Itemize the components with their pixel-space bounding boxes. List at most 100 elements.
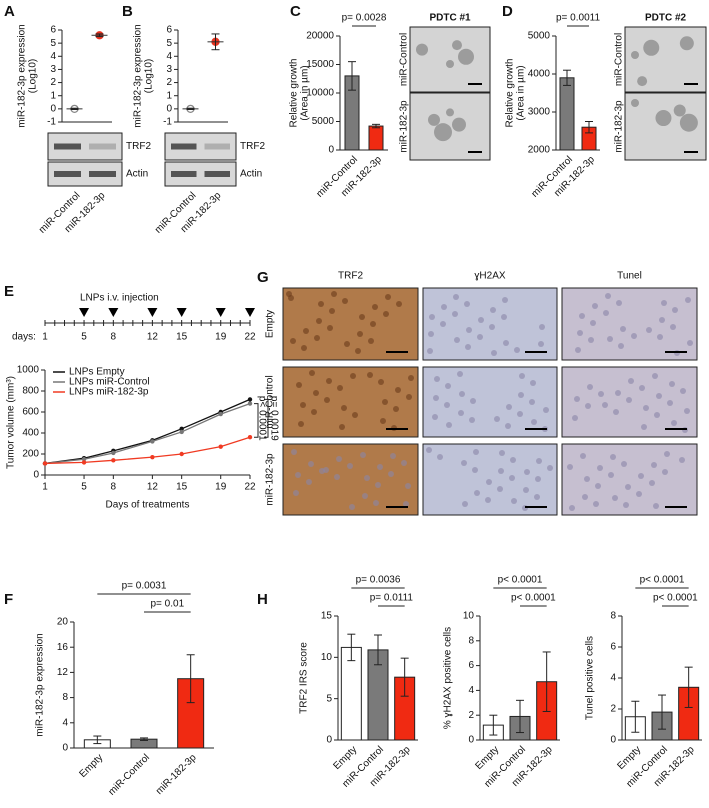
blot-band	[54, 143, 81, 150]
nucleus	[359, 314, 365, 320]
y-axis-label: Relative growth	[505, 59, 516, 128]
nucleus	[608, 472, 614, 478]
bar	[340, 646, 362, 741]
nucleus	[517, 411, 523, 417]
nucleus	[572, 415, 578, 421]
nucleus	[531, 419, 537, 425]
cell-cluster	[416, 43, 428, 56]
nucleus	[628, 378, 634, 384]
y-axis-label: % ɣH2AX positive cells	[443, 627, 454, 729]
p-value: p< 0.0001	[640, 575, 685, 586]
x-axis-label: Days of treatments	[106, 500, 190, 511]
nucleus	[605, 293, 611, 299]
nucleus	[575, 347, 581, 353]
column-label: ɣH2AX	[474, 271, 505, 282]
nucleus	[347, 463, 353, 469]
nucleus	[446, 422, 452, 428]
timeline-tick-label: 15	[176, 332, 188, 343]
nucleus	[580, 453, 586, 459]
y-tick-label: 0	[610, 735, 616, 746]
nucleus	[595, 483, 601, 489]
x-tick-label: 15	[176, 482, 188, 493]
y-tick-label: 15	[321, 611, 333, 622]
ihc-image	[422, 443, 558, 516]
y-tick-label: 12	[57, 667, 69, 678]
nucleus	[490, 307, 496, 313]
nucleus	[428, 331, 434, 337]
nucleus	[362, 493, 368, 499]
nucleus	[610, 454, 616, 460]
timeline-tick-label: 1	[42, 332, 48, 343]
blot-label: Actin	[126, 169, 148, 180]
nucleus	[543, 407, 549, 413]
blot-band	[54, 171, 81, 177]
timeline-tick-label: 22	[244, 332, 256, 343]
nucleus	[489, 324, 495, 330]
panel-letter: A	[4, 3, 15, 20]
nucleus	[445, 383, 451, 389]
nucleus	[323, 467, 329, 473]
nucleus	[426, 447, 432, 453]
panel-letter: B	[122, 3, 133, 20]
nucleus	[396, 301, 402, 307]
nucleus	[587, 384, 593, 390]
nucleus	[378, 379, 384, 385]
nucleus	[498, 468, 504, 474]
nucleus	[306, 479, 312, 485]
nucleus	[408, 375, 414, 381]
x-tick-label: miR-Control	[106, 752, 151, 797]
nucleus	[505, 423, 511, 429]
bracket	[254, 403, 259, 438]
y-tick-label: 3	[166, 64, 172, 75]
nucleus	[383, 311, 389, 317]
ihc-image	[561, 287, 698, 361]
x-tick-label: miR-182-3p	[154, 752, 199, 797]
p-value: p= 0.0019	[268, 396, 279, 441]
nucleus	[441, 304, 447, 310]
x-tick-label: 19	[215, 482, 227, 493]
y-tick-label: 2	[468, 710, 474, 721]
column-label: Tunel	[617, 271, 642, 282]
point	[42, 461, 48, 466]
nucleus	[486, 479, 492, 485]
nucleus	[318, 301, 324, 307]
nucleus	[631, 333, 637, 339]
nucleus	[303, 328, 309, 334]
nucleus	[577, 330, 583, 336]
injection-marker	[108, 308, 119, 317]
nucleus	[592, 303, 598, 309]
nucleus	[684, 408, 690, 414]
nucleus	[529, 399, 535, 405]
row-label: miR-182-3p	[265, 453, 276, 506]
y-tick-label: 6	[166, 25, 172, 36]
blot-band	[89, 143, 116, 150]
point	[218, 411, 223, 417]
nucleus	[434, 376, 440, 382]
y-tick-label: 200	[22, 449, 39, 460]
y-tick-label: 0	[62, 743, 68, 754]
nucleus	[427, 348, 433, 354]
x-tick-label: 12	[147, 482, 159, 493]
legend-label: LNPs miR-182-3p	[69, 387, 149, 398]
nucleus	[336, 456, 342, 462]
nucleus	[607, 336, 613, 342]
y-axis-label: (Log10)	[28, 59, 39, 93]
nucleus	[308, 461, 314, 467]
nucleus	[485, 497, 491, 503]
injection-marker	[79, 308, 90, 317]
y-tick-label: 20	[57, 617, 69, 628]
nucleus	[377, 464, 383, 470]
point	[150, 439, 155, 444]
y-tick-label: 1000	[17, 365, 40, 376]
timeline-tick-label: 12	[147, 332, 159, 343]
p-value: p= 0.0111	[370, 593, 414, 604]
micrograph	[409, 26, 491, 93]
y-tick-label: -1	[163, 117, 172, 128]
nucleus	[454, 337, 460, 343]
y-tick-label: 10000	[306, 88, 334, 99]
nucleus	[473, 449, 479, 455]
nucleus	[334, 474, 340, 480]
nucleus	[657, 334, 663, 340]
error-bar	[70, 107, 79, 111]
